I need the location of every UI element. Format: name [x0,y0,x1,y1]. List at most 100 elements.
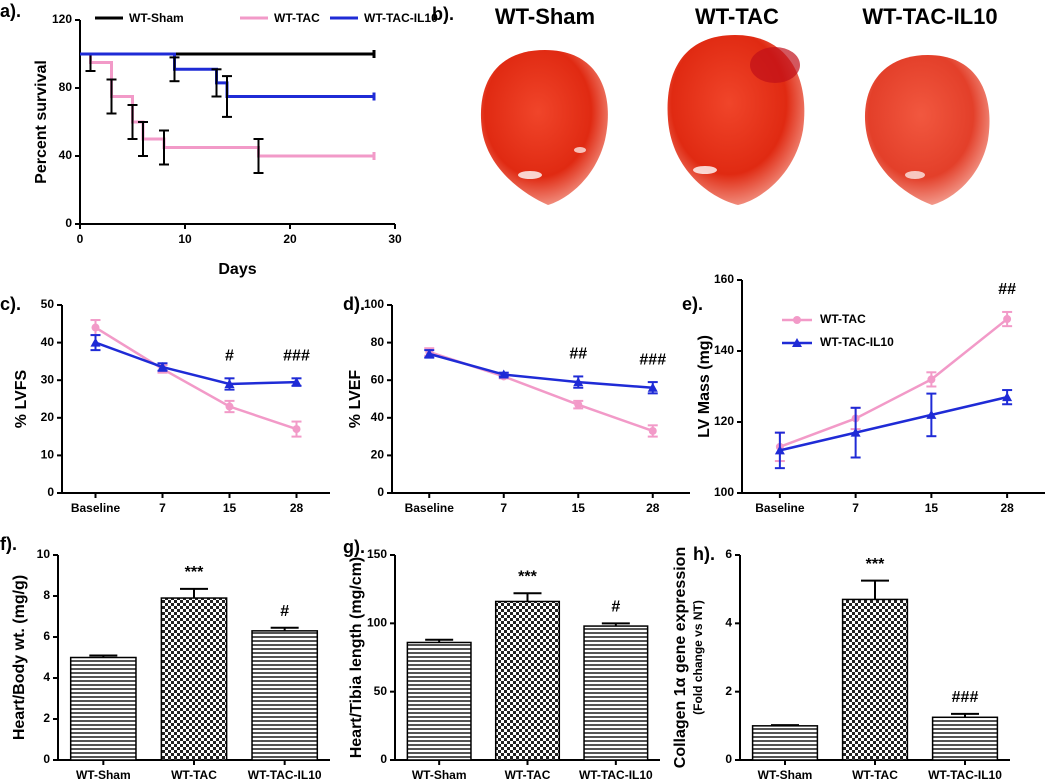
survival-line [80,52,374,158]
series-line [779,318,1008,449]
x-tick-label: Baseline [71,501,121,515]
annotation: # [611,599,620,616]
y-tick-label: 20 [41,410,55,424]
y-tick-label: 40 [41,335,55,349]
x-tick-label: WT-TAC [505,768,551,782]
series-line [779,395,1008,452]
x-tick-label: Baseline [405,501,455,515]
panel-label: d). [343,294,365,314]
marker [926,409,937,419]
heart-photo [667,35,805,205]
marker [292,425,301,434]
y-axis-label: (Fold change vs NT) [691,600,705,715]
y-tick-label: 120 [52,12,72,26]
x-tick-label: WT-Sham [76,768,131,782]
x-tick-label: WT-TAC-IL10 [579,768,653,782]
y-tick-label: 50 [374,684,388,698]
marker [498,369,509,379]
x-tick-label: WT-TAC-IL10 [248,768,322,782]
bar [841,598,909,761]
x-tick-label: 20 [283,232,297,246]
y-tick-label: 20 [371,448,385,462]
x-tick-label: 0 [77,232,84,246]
y-tick-label: 10 [41,448,55,462]
y-tick-label: 8 [43,588,50,602]
y-tick-label: 0 [65,216,72,230]
marker [224,378,235,388]
panel-label: b). [432,4,454,24]
x-tick-label: WT-Sham [412,768,467,782]
marker [424,348,435,358]
legend-label: WT-TAC-IL10 [364,11,438,25]
marker [792,338,802,347]
bar [251,630,319,761]
y-tick-label: 100 [367,616,387,630]
legend-label: WT-TAC-IL10 [820,335,894,349]
x-tick-label: 10 [178,232,192,246]
y-axis-label: % LVEF [347,370,364,429]
marker [648,426,657,435]
legend-label: WT-Sham [129,11,184,25]
heart-photo [864,55,990,205]
annotation: ## [998,281,1016,298]
bar [160,597,228,761]
x-tick-label: 15 [925,501,939,515]
y-tick-label: 160 [714,272,734,286]
panel-label: g). [343,537,365,557]
y-tick-label: 6 [725,547,732,561]
photo-title: WT-TAC-IL10 [862,4,997,29]
y-tick-label: 4 [43,670,50,684]
y-tick-label: 0 [43,752,50,766]
marker [573,377,584,387]
annotation: *** [866,556,885,573]
annotation: ### [952,689,979,706]
marker [927,375,936,384]
x-tick-label: Baseline [755,501,805,515]
bar [69,656,137,761]
panel-label: h). [693,544,715,564]
panel-label: e). [682,294,703,314]
bar [931,716,999,761]
annotation: # [280,603,289,620]
marker [91,323,100,332]
x-tick-label: 30 [388,232,402,246]
y-tick-label: 40 [371,410,385,424]
bar [751,725,819,761]
y-tick-label: 2 [43,711,50,725]
x-tick-label: WT-TAC-IL10 [928,768,1002,782]
y-tick-label: 140 [714,343,734,357]
marker [225,402,234,411]
y-tick-label: 6 [43,629,50,643]
y-tick-label: 30 [41,372,55,386]
panel-label: c). [0,294,21,314]
y-tick-label: 40 [59,148,73,162]
y-tick-label: 0 [380,752,387,766]
y-tick-label: 80 [371,335,385,349]
photo-title: WT-TAC [695,4,779,29]
x-tick-label: WT-TAC [852,768,898,782]
annotation: ### [639,351,666,368]
x-tick-label: 28 [646,501,660,515]
marker [850,427,861,437]
marker [157,362,168,372]
x-tick-label: 15 [572,501,586,515]
x-axis-label: Days [218,261,256,278]
y-axis-label: Percent survival [33,60,50,184]
series-line [95,341,297,386]
y-tick-label: 0 [725,752,732,766]
y-axis-label: % LVFS [13,369,30,428]
marker [90,337,101,347]
y-tick-label: 10 [37,547,51,561]
y-tick-label: 100 [364,297,384,311]
panel-label: a). [0,1,21,21]
x-tick-label: 28 [290,501,304,515]
bar [494,600,561,761]
bar [583,625,649,761]
y-axis-label: LV Mass (mg) [696,335,713,438]
annotation: *** [185,564,204,581]
x-tick-label: 15 [223,501,237,515]
y-tick-label: 0 [377,485,384,499]
marker [291,377,302,387]
x-tick-label: 7 [852,501,859,515]
